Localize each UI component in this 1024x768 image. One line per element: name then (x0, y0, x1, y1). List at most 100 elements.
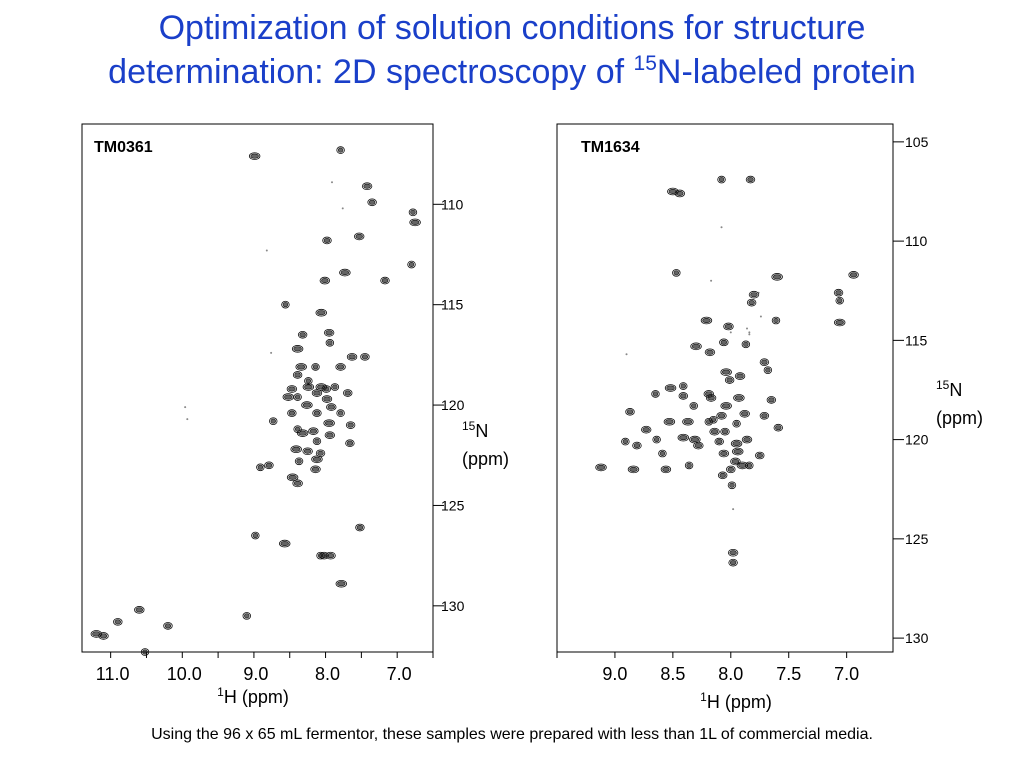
peak (727, 481, 737, 490)
peak (292, 479, 303, 488)
y-tick-label: 125 (905, 531, 929, 547)
y-tick-label: 110 (905, 233, 928, 249)
peak (310, 465, 321, 474)
peak (759, 411, 770, 420)
peak (741, 435, 753, 444)
peak (759, 358, 770, 366)
peak (409, 218, 421, 227)
peak (682, 417, 694, 426)
peak (297, 330, 308, 339)
plot-frame (81, 123, 434, 653)
peak (361, 182, 373, 191)
peak (407, 260, 416, 269)
peak (664, 384, 677, 392)
x-tick-label: 8.0 (718, 664, 743, 684)
panel-label: TM1634 (581, 139, 640, 156)
noise-point (184, 406, 187, 409)
peak (279, 539, 291, 548)
peak (98, 632, 109, 640)
peak (678, 392, 688, 400)
peak (292, 371, 303, 379)
peak (728, 558, 738, 567)
peak (717, 175, 726, 184)
tm0361-spectrum-panel: TM0361 110 115 120 125 130 11.0 10.0 9.0 8.0 7.0 1H… (81, 123, 509, 707)
peak (248, 152, 261, 160)
peak (286, 385, 298, 393)
peak (684, 461, 694, 470)
peak (730, 439, 743, 448)
y-tick-label: 120 (905, 432, 929, 448)
x-tick-label: 7.0 (834, 664, 859, 684)
y-tick-label: 110 (441, 196, 464, 212)
peak (632, 441, 642, 450)
peak (308, 427, 319, 435)
panel-label: TM0361 (94, 139, 153, 156)
noise-point (625, 353, 628, 356)
peak (326, 403, 337, 411)
peak (330, 383, 340, 391)
peak (848, 271, 859, 279)
peak (335, 579, 348, 588)
tm1634-spectrum-panel: TM1634 105 110 115 120 125 130 9.0 8.5 8.0 7.5 7.0 1… (556, 123, 983, 712)
peak (732, 419, 741, 428)
peak (748, 290, 760, 299)
peak (242, 612, 251, 620)
peak (380, 276, 390, 285)
peak (663, 417, 676, 426)
peak (295, 363, 307, 371)
x-axis-title: 1H (ppm) (700, 690, 772, 712)
peak (345, 439, 355, 448)
peak (296, 429, 309, 437)
peak (286, 473, 299, 482)
peak (595, 463, 607, 472)
peak (674, 189, 686, 198)
peak (672, 269, 681, 277)
peak (658, 449, 667, 458)
x-tick-label: 9.0 (602, 664, 627, 684)
noise-point (732, 508, 735, 511)
noise-point (748, 331, 751, 334)
peak (264, 461, 274, 470)
peak (335, 363, 346, 371)
peak (719, 338, 729, 347)
peak (679, 382, 688, 390)
peak (311, 455, 323, 464)
noise-point (748, 333, 751, 336)
peak (745, 461, 754, 470)
x-tick-label: 7.0 (387, 664, 412, 684)
peak (724, 376, 735, 384)
slide-title: Optimization of solution conditions for … (0, 6, 1024, 94)
peak (720, 402, 732, 410)
peak (290, 445, 302, 454)
peak (766, 396, 777, 404)
peak (718, 449, 730, 458)
peak (727, 548, 739, 557)
peak (312, 409, 322, 417)
peak (282, 393, 295, 401)
title-line-1: Optimization of solution conditions for … (158, 9, 866, 47)
peak (745, 175, 756, 184)
peak (621, 437, 630, 446)
x-tick-label: 8.0 (315, 664, 340, 684)
peak (755, 451, 765, 460)
peak (256, 463, 265, 472)
peak (319, 276, 331, 285)
x-tick-label: 10.0 (167, 664, 202, 684)
peak (705, 394, 717, 402)
peak (281, 300, 290, 309)
title-line-2-prefix: determination: 2D spectroscopy of (108, 53, 634, 91)
peak (251, 531, 260, 540)
y-tick-label: 115 (441, 297, 464, 313)
y-axis-unit: (ppm) (462, 449, 509, 469)
peak (704, 417, 713, 426)
x-tick-label: 9.0 (243, 664, 268, 684)
peak (312, 437, 322, 446)
peak (732, 447, 744, 456)
peak (704, 348, 716, 357)
noise-point (759, 315, 762, 318)
peak (301, 401, 313, 409)
peak (651, 390, 660, 398)
peak (134, 606, 145, 614)
peak (652, 435, 661, 444)
